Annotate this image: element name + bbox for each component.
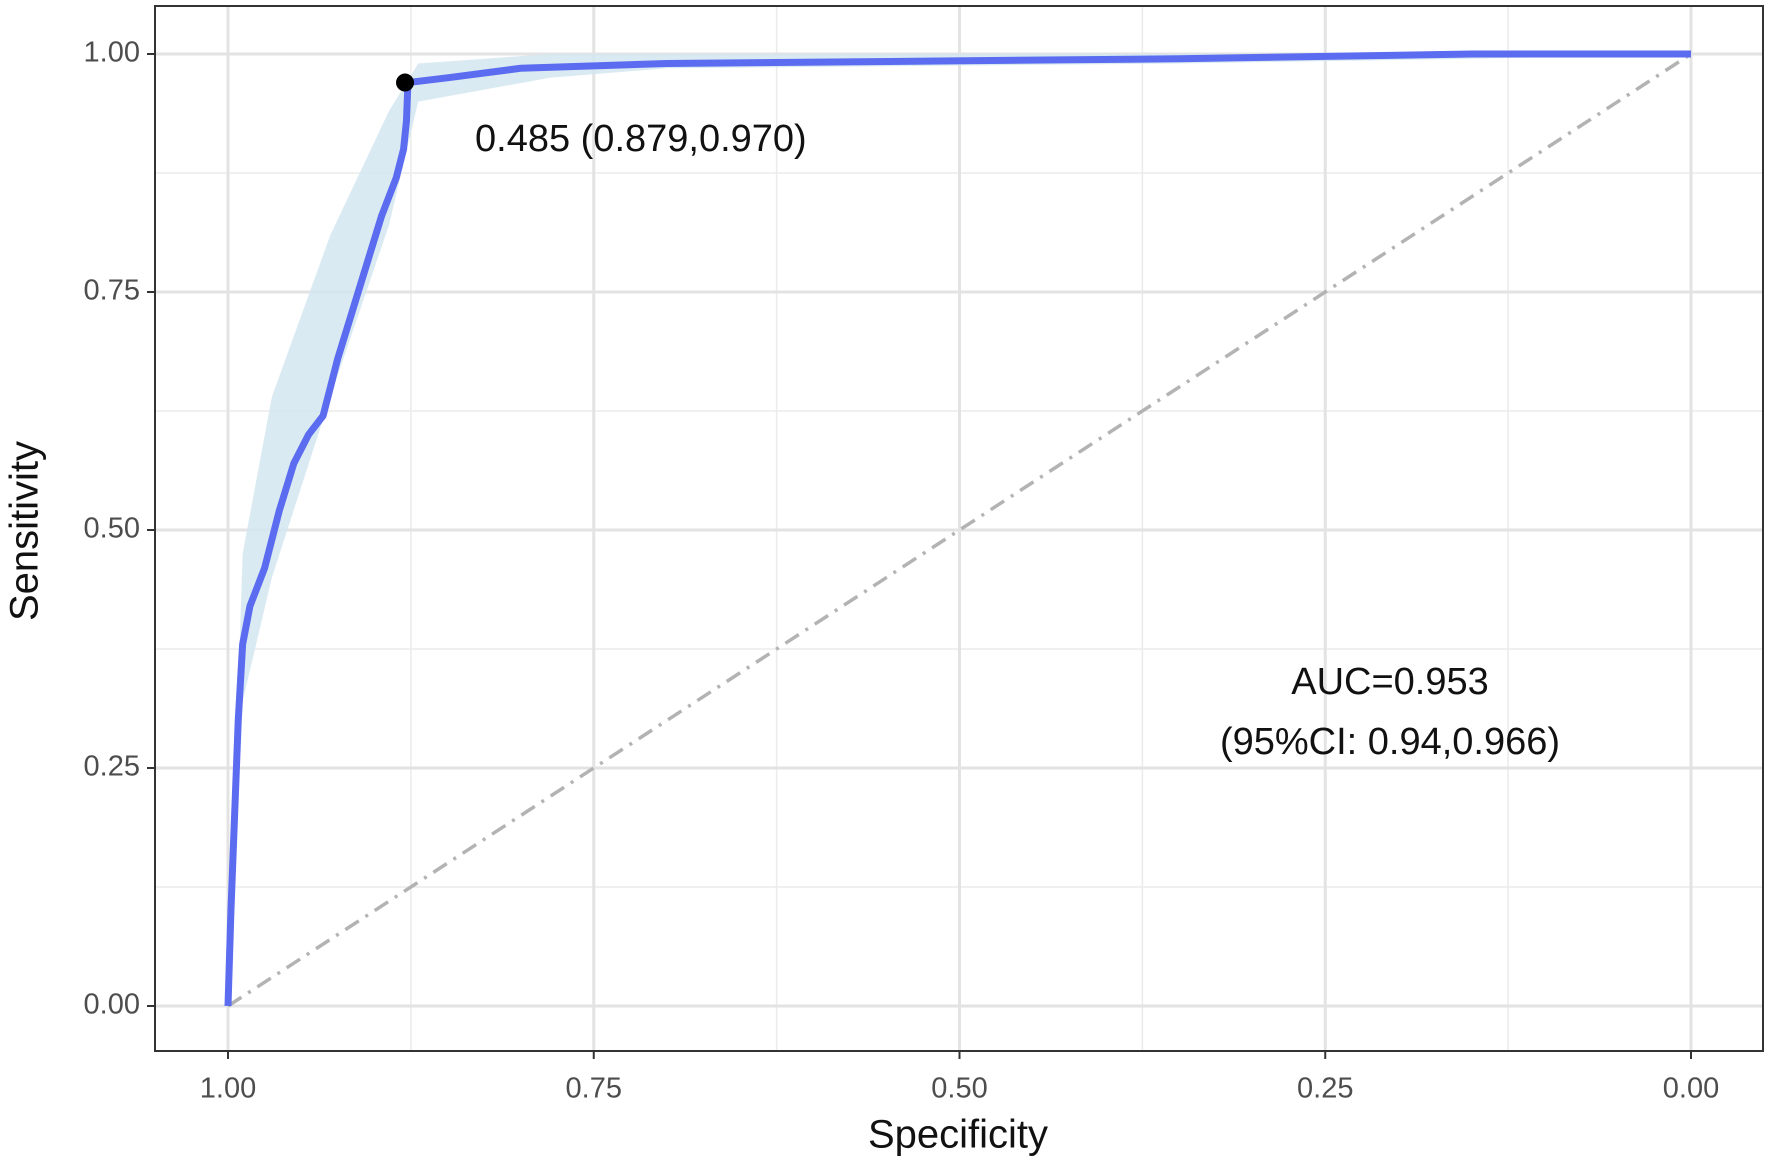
- y-tick-label: 0.50: [84, 513, 140, 545]
- roc-line: [224, 50, 1691, 1007]
- y-axis-title: Sensitivity: [3, 441, 47, 621]
- threshold-label: 0.485 (0.879,0.970): [475, 118, 807, 160]
- ci-band: [228, 54, 1691, 1006]
- x-tick-label: 0.25: [1297, 1073, 1353, 1105]
- x-tick-label: 0.75: [566, 1073, 622, 1105]
- plot-border: [154, 5, 1764, 1052]
- y-tick-label: 0.00: [84, 989, 140, 1021]
- y-tick-label: 0.25: [84, 751, 140, 783]
- x-tick-label: 0.50: [931, 1073, 987, 1105]
- x-tick-label: 0.00: [1663, 1073, 1719, 1105]
- annotation: (95%CI: 0.94,0.966): [1220, 721, 1560, 763]
- reference-line: [227, 52, 1692, 1008]
- x-axis-title: Specificity: [868, 1113, 1048, 1157]
- y-tick-label: 0.75: [84, 275, 140, 307]
- y-tick-label: 1.00: [84, 37, 140, 69]
- x-tick-label: 1.00: [200, 1073, 256, 1105]
- threshold-point: [396, 73, 415, 92]
- annotation: AUC=0.953: [1291, 661, 1489, 703]
